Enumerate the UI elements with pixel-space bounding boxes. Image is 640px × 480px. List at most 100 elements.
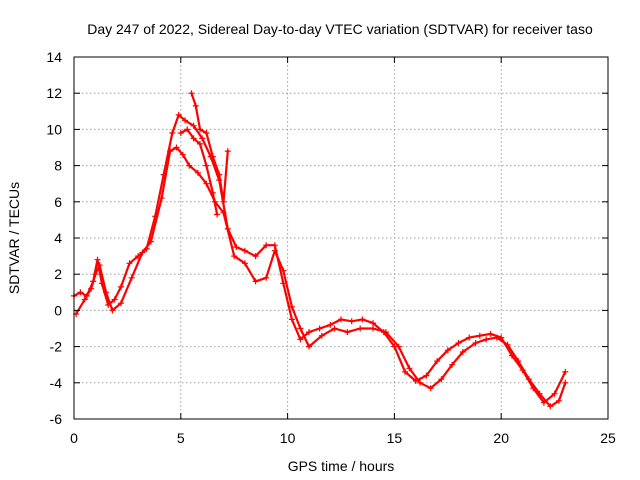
data-point [103,289,109,296]
data-point [288,316,295,323]
data-point [370,325,376,332]
data-point [92,271,99,278]
data-point [118,283,124,290]
y-tick-label: 8 [54,158,62,174]
x-tick-label: 15 [387,430,403,446]
data-point [562,379,569,386]
y-tick-label: 4 [54,230,62,246]
data-point [190,135,197,142]
data-point [94,256,101,263]
x-tick-label: 10 [280,430,296,446]
data-point [139,249,146,256]
data-point [504,341,511,348]
y-tick-label: 6 [54,194,62,210]
data-point [190,122,197,129]
data-point [214,211,221,218]
data-point [192,102,199,109]
data-point [252,253,259,260]
data-point [402,368,409,375]
series-markers-track-b [73,144,569,410]
data-point [493,334,500,341]
data-point [167,148,174,155]
data-point [459,349,466,355]
data-point [169,130,176,136]
data-point [316,325,323,332]
data-point [118,300,124,307]
data-point [173,144,180,151]
data-point [449,361,456,368]
data-point [81,296,88,303]
data-point [128,274,135,281]
data-point [338,316,344,323]
data-point [241,247,248,254]
data-point [263,274,270,281]
data-point [562,368,569,375]
y-tick-label: 0 [54,302,62,318]
data-point [466,334,473,341]
tick-layer: 0 5 10 15 20 25 -6 -4 -2 0 2 4 6 8 10 12 14 [46,49,616,446]
data-point [188,90,195,97]
data-point [280,267,287,274]
data-point [551,390,558,397]
y-tick-label: -2 [50,339,63,355]
y-tick-label: 14 [46,49,62,65]
data-point [483,336,490,343]
y-tick-label: 12 [46,85,62,101]
data-point [536,390,543,397]
data-point [348,318,355,325]
data-point [438,376,445,383]
data-point [203,162,210,169]
data-point [216,171,223,178]
data-point [297,336,304,343]
data-point [220,198,227,205]
x-tick-label: 25 [600,430,616,446]
data-point [158,195,165,202]
data-point [109,307,116,314]
data-point [357,325,364,332]
series-track-b [74,146,567,408]
data-point [88,285,95,292]
data-point [306,343,312,350]
x-axis-label: GPS time / hours [288,458,395,474]
data-point [515,358,522,365]
data-point [434,358,441,365]
data-point [209,189,216,196]
data-point [370,320,376,327]
data-point [199,135,206,142]
y-tick-label: -4 [50,375,63,391]
data-point [77,289,84,296]
data-point [487,330,494,337]
data-point [209,153,216,160]
data-point [197,126,203,133]
series-markers-track-c [188,90,231,205]
grid-layer [74,57,608,419]
data-point [555,397,562,404]
data-point [224,148,231,155]
data-point [306,329,312,336]
data-point [395,343,402,350]
series-track-a [72,113,567,404]
data-point [417,379,423,386]
y-tick-label: 10 [46,121,62,137]
data-point [476,332,483,339]
data-point [241,260,248,267]
data-point [427,385,434,392]
data-point [233,244,240,251]
data-point [126,260,133,267]
data-point [194,169,201,176]
data-point [197,140,203,147]
x-tick-label: 20 [493,430,509,446]
data-point [111,296,118,303]
data-point [263,242,270,249]
data-point [220,209,227,216]
data-point [186,162,193,169]
data-point [177,130,184,136]
series-markers-track-a [71,111,569,406]
y-tick-label: -6 [50,411,63,427]
data-point [203,180,210,187]
data-point [382,329,389,336]
data-point [318,332,325,339]
data-point [444,347,451,354]
data-point [423,372,430,379]
